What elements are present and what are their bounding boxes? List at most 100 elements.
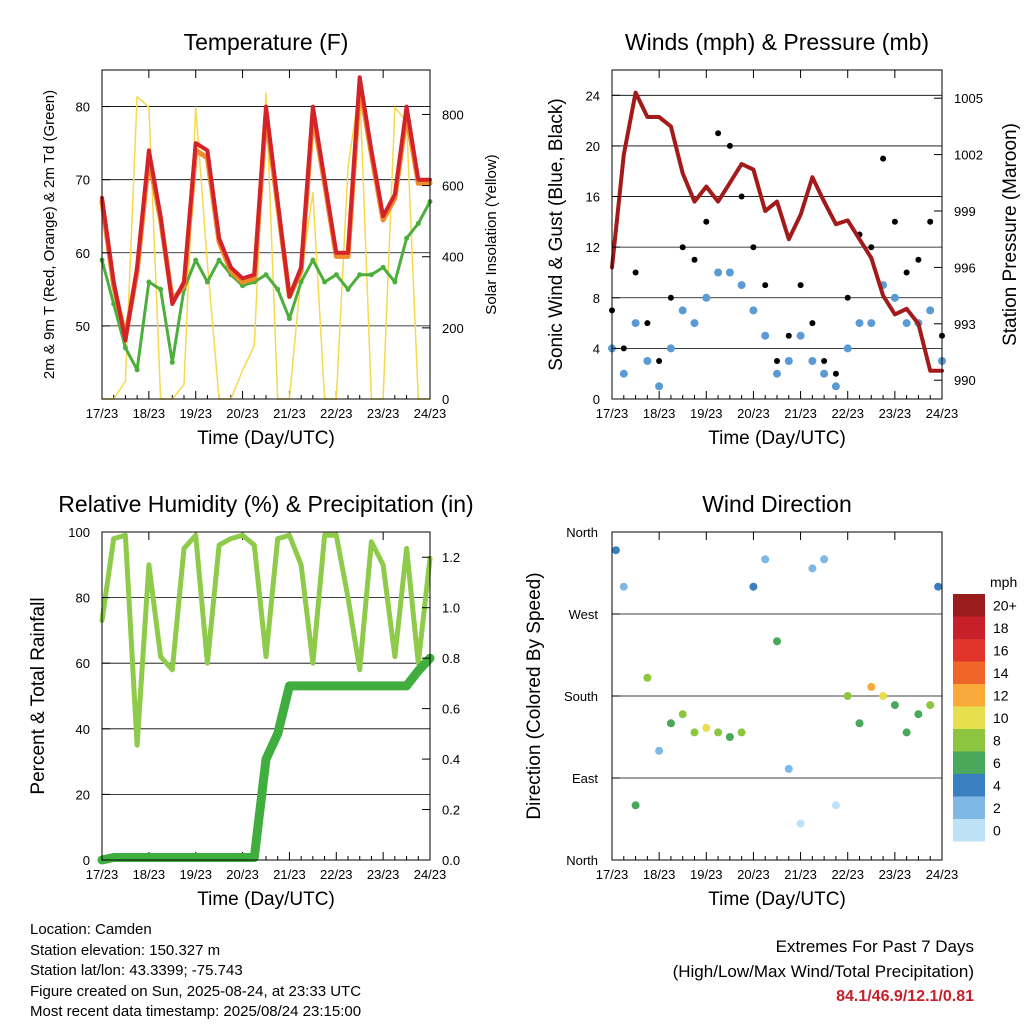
y-tick-label: North [566,525,598,540]
x-tick-label: 18/23 [133,406,166,421]
y-tick-label: 4 [593,341,600,356]
x-tick-label: 22/23 [320,867,353,882]
direction-point [725,733,734,741]
wind-point [843,344,852,353]
wind-point [666,344,675,353]
gust-point [738,193,745,200]
x-axis-label: Time (Day/UTC) [197,889,335,910]
direction-point [773,637,781,646]
gust-point [797,282,804,289]
x-tick-label: 21/23 [784,406,817,421]
dewpoint-point [333,272,339,278]
wind-point [678,306,687,315]
dewpoint-point [345,286,351,292]
wind-point [749,306,758,315]
legend-label: 14 [993,665,1009,681]
y2-axis-label: Station Pressure (Maroon) [1000,123,1021,346]
dewpoint-point [134,367,140,373]
legend-swatch [953,661,985,684]
gust-point [703,218,710,225]
chart-title: Temperature (F) [184,29,349,55]
precip-line [97,653,435,865]
x-tick-label: 17/23 [86,867,119,882]
wind-point [784,357,793,365]
x-tick-label: 21/23 [273,406,306,421]
y-axis-label: 2m & 9m T (Red, Orange) & 2m Td (Green) [41,90,58,379]
dewpoint-line [100,200,432,372]
x-tick-label: 23/23 [879,406,912,421]
legend-swatch [953,729,985,752]
direction-point [784,764,793,773]
x-tick-label: 21/23 [273,867,306,882]
y2-tick-label: 999 [954,204,976,219]
direction-point [879,692,888,700]
dewpoint-point [263,272,269,278]
x-tick-label: 22/23 [831,406,864,421]
y-tick-label: 40 [76,722,90,737]
dewpoint-point [193,257,199,263]
direction-point [761,555,770,564]
gust-point [774,358,780,364]
y2-tick-label: 0.2 [442,803,460,818]
y-tick-label: 0 [83,853,90,868]
wind-point [926,306,935,315]
x-tick-label: 18/23 [133,867,166,882]
x-tick-label: 20/23 [226,406,259,421]
x-tick-label: 22/23 [831,867,864,882]
chart-1: Temperature (F) 17/23 18/23 19/23 20/23 21/23… [41,29,500,449]
y-tick-label: 80 [76,100,90,115]
direction-point [902,728,911,737]
wind-point [831,382,840,391]
extremes-block: Extremes For Past 7 Days (High/Low/Max W… [673,934,974,1009]
direction-point [619,582,628,591]
pressure-line [610,90,944,373]
wind-point [702,293,711,302]
y2-tick-label: 996 [954,260,976,275]
x-tick-label: 24/23 [414,406,447,421]
y-tick-label: 20 [76,787,90,802]
wind-point [867,319,876,328]
x-tick-label: 18/23 [643,867,676,882]
plot-border [611,69,943,400]
y-tick-label: 50 [76,319,90,334]
legend-swatch [953,639,985,662]
legend-swatch [953,796,985,819]
gust-point [868,244,875,251]
legend-label: 2 [993,800,1001,816]
gust-point [726,142,733,149]
legend-label: 4 [993,777,1001,793]
y-tick-label: 80 [76,591,90,606]
x-tick-label: 23/23 [367,406,400,421]
created-text: Figure created on Sun, 2025-08-24, at 23… [30,982,362,1000]
direction-point [914,710,923,719]
wind-point [855,319,864,328]
x-tick-label: 17/23 [86,406,119,421]
wind-point [773,369,781,378]
y-tick-label: 8 [593,291,600,306]
dewpoint-point [204,279,210,285]
direction-point [934,582,943,591]
y-axis-label: Direction (Colored By Speed) [524,572,545,819]
direction-point [655,746,664,755]
wind-point [737,281,746,290]
x-tick-label: 24/23 [926,867,959,882]
plot-border [101,69,431,400]
legend-swatch [953,616,985,639]
y2-tick-label: 0.4 [442,752,460,767]
direction-point [831,801,840,810]
dewpoint-point [169,359,175,365]
wind-point [631,319,640,328]
direction-point [820,555,829,564]
extremes-heading: Extremes For Past 7 Days [775,937,974,956]
gust-point [785,332,792,339]
gust-point [821,358,828,364]
wind-point [890,293,899,302]
direction-point [678,710,687,719]
y-tick-label: North [566,853,598,868]
direction-point [843,692,852,700]
y2-tick-label: 990 [954,373,976,388]
chart-title: Winds (mph) & Pressure (mb) [625,29,929,55]
y-tick-label: 0 [593,392,600,407]
location-text: Location: Camden [30,921,152,938]
direction-point [890,701,899,710]
